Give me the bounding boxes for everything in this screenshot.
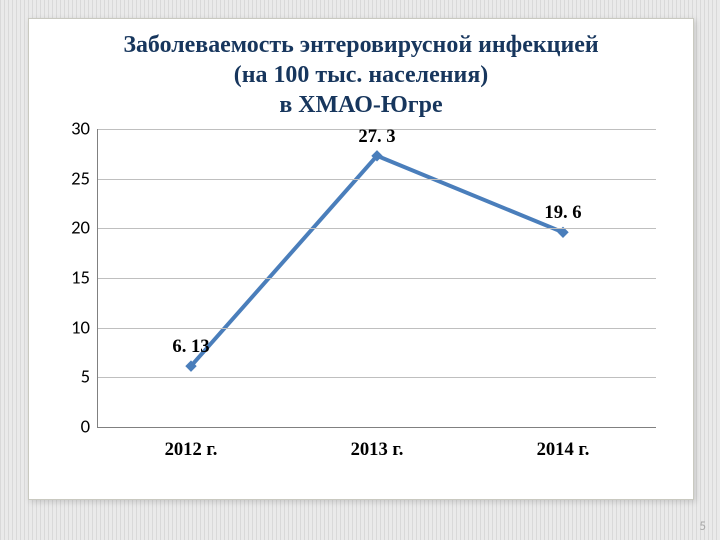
x-tick-label: 2014 г. [537,439,590,461]
page-number: 5 [699,519,706,534]
y-tick-label: 0 [81,416,90,439]
data-label: 19. 6 [544,202,581,224]
title-line-3: в ХМАО-Югре [279,92,442,118]
grid-line [98,278,656,279]
y-tick-label: 15 [71,267,90,290]
y-tick-label: 5 [81,366,90,389]
y-tick-label: 10 [71,316,90,339]
grid-line [98,377,656,378]
slide-card: Заболеваемость энтеровирусной инфекцией … [28,18,694,500]
y-tick-label: 25 [71,167,90,190]
data-label: 6. 13 [172,336,209,358]
grid-line [98,179,656,180]
line-chart: 0510152025302012 г.2013 г.2014 г.6. 1327… [57,129,667,479]
chart-title: Заболеваемость энтеровирусной инфекцией … [29,31,693,121]
plot-area: 0510152025302012 г.2013 г.2014 г.6. 1327… [97,129,656,428]
title-line-2: (на 100 тыс. населения) [234,62,489,88]
series-line [191,156,563,366]
y-tick-label: 30 [71,118,90,141]
grid-line [98,328,656,329]
x-tick-label: 2012 г. [165,439,218,461]
x-tick-label: 2013 г. [351,439,404,461]
grid-line [98,228,656,229]
title-line-1: Заболеваемость энтеровирусной инфекцией [123,32,598,58]
data-label: 27. 3 [358,126,395,148]
y-tick-label: 20 [71,217,90,240]
